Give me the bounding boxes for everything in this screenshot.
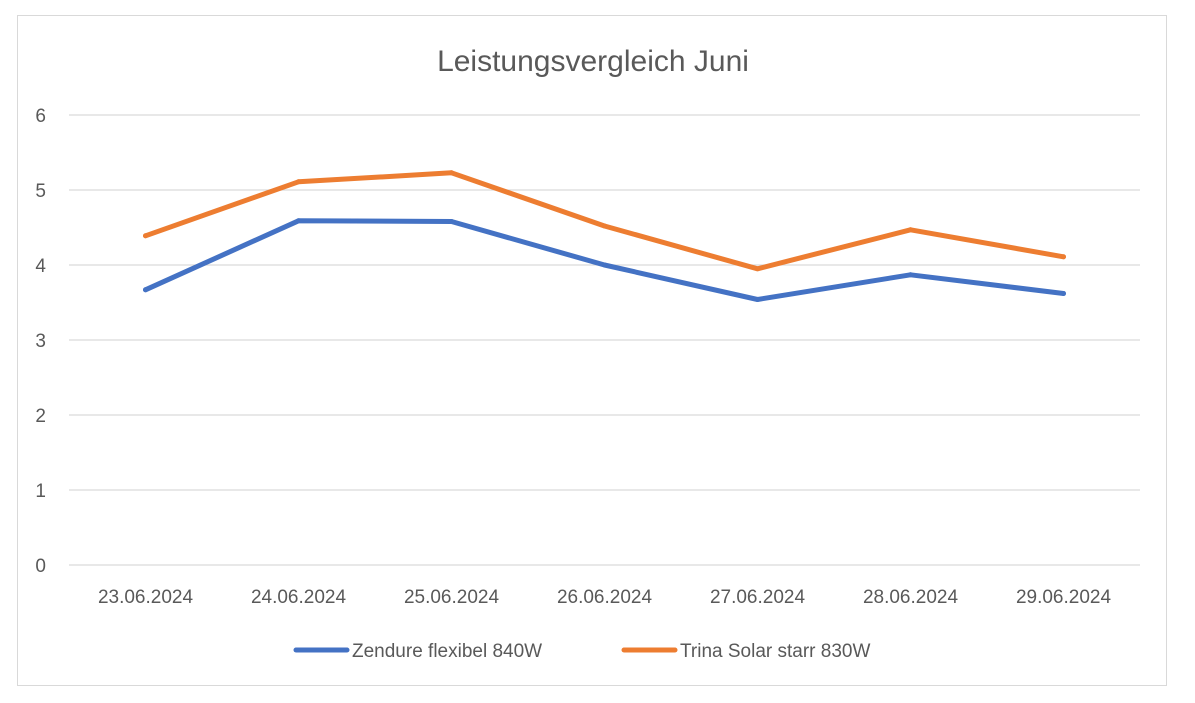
legend-label: Trina Solar starr 830W — [680, 641, 870, 662]
y-tick-label: 1 — [35, 481, 46, 502]
grid-lines — [69, 114, 1140, 566]
x-axis-ticks: 23.06.2024 24.06.2024 25.06.2024 26.06.2024… — [98, 587, 1112, 608]
data-point — [1061, 291, 1066, 296]
data-point — [449, 170, 454, 176]
chart-frame — [17, 15, 1167, 686]
series-line-1 — [143, 170, 1066, 272]
data-point — [143, 233, 148, 239]
x-tick-label: 26.06.2024 — [557, 587, 653, 608]
x-tick-label: 25.06.2024 — [404, 587, 500, 608]
data-point — [755, 266, 760, 272]
data-point — [908, 272, 913, 278]
x-tick-label: 29.06.2024 — [1016, 587, 1112, 608]
x-tick-label: 24.06.2024 — [251, 587, 347, 608]
data-point — [449, 219, 454, 224]
legend: Zendure flexibel 840W Trina Solar starr 8… — [293, 641, 870, 662]
chart-title: Leistungsvergleich Juni — [437, 45, 749, 78]
x-tick-label: 27.06.2024 — [710, 587, 806, 608]
y-tick-label: 5 — [35, 181, 46, 202]
y-tick-label: 3 — [35, 331, 46, 352]
data-point — [908, 227, 913, 233]
data-point — [143, 287, 148, 293]
x-tick-label: 28.06.2024 — [863, 587, 959, 608]
data-point — [296, 218, 301, 224]
data-point — [755, 297, 760, 302]
y-tick-label: 0 — [35, 556, 46, 577]
x-tick-label: 23.06.2024 — [98, 587, 194, 608]
series-lines — [143, 170, 1066, 302]
legend-label: Zendure flexibel 840W — [352, 641, 542, 662]
data-point — [602, 262, 607, 268]
y-tick-label: 6 — [35, 106, 46, 127]
data-point — [1061, 254, 1066, 260]
y-axis-ticks: 0 1 2 3 4 5 6 — [35, 106, 46, 577]
y-tick-label: 4 — [35, 256, 46, 277]
y-tick-label: 2 — [35, 406, 46, 427]
data-point — [296, 179, 301, 185]
data-point — [602, 223, 607, 229]
